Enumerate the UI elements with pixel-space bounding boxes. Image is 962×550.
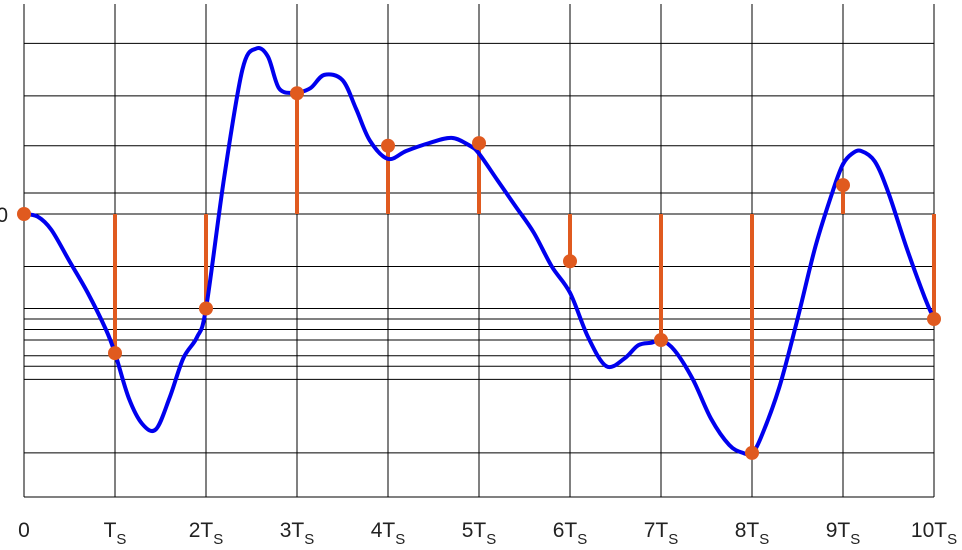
sample-point (108, 346, 122, 361)
continuous-signal (22, 46, 936, 457)
x-tick-label: TS (104, 519, 127, 548)
x-tick-label: 5TS (462, 519, 497, 548)
sample-point (836, 178, 850, 193)
signal-curve (22, 46, 936, 457)
x-tick-subscript: S (213, 531, 223, 548)
x-tick-subscript: S (947, 531, 957, 548)
x-tick-main: 6T (553, 519, 578, 542)
sample-stems (113, 93, 936, 453)
x-tick-subscript: S (116, 531, 126, 548)
sample-point (199, 301, 213, 316)
x-tick-main: 5T (462, 519, 487, 542)
x-tick-subscript: S (304, 531, 314, 548)
x-tick-label: 2TS (189, 519, 224, 548)
sample-point (472, 136, 486, 151)
x-tick-main: 9T (826, 519, 851, 542)
sample-point (927, 312, 941, 326)
x-tick-subscript: S (759, 531, 769, 548)
x-tick-subscript: S (486, 531, 496, 548)
x-tick-label: 10TS (911, 519, 957, 548)
sample-point (290, 86, 304, 101)
x-tick-label: 3TS (280, 519, 315, 548)
x-tick-main: 0 (18, 519, 30, 542)
sample-point (745, 445, 759, 460)
x-tick-label: 7TS (644, 519, 679, 548)
x-tick-main: 10T (911, 519, 947, 542)
sample-point (654, 333, 668, 347)
x-tick-main: 3T (280, 519, 305, 542)
x-tick-label: 0 (18, 519, 30, 542)
x-tick-label: 8TS (735, 519, 770, 548)
x-tick-main: T (104, 519, 117, 542)
x-tick-main: 4T (371, 519, 396, 542)
x-tick-label: 4TS (371, 519, 406, 548)
x-tick-subscript: S (577, 531, 587, 548)
x-tick-subscript: S (850, 531, 860, 548)
x-tick-subscript: S (395, 531, 405, 548)
x-tick-label: 9TS (826, 519, 861, 548)
sample-point (17, 207, 31, 221)
x-tick-main: 8T (735, 519, 760, 542)
sample-points (17, 86, 941, 460)
y-tick-label: 0 (0, 204, 8, 227)
x-tick-main: 2T (189, 519, 214, 542)
sample-point (381, 138, 395, 153)
x-tick-subscript: S (668, 531, 678, 548)
x-tick-main: 7T (644, 519, 669, 542)
x-tick-label: 6TS (553, 519, 588, 548)
sample-point (563, 254, 577, 269)
